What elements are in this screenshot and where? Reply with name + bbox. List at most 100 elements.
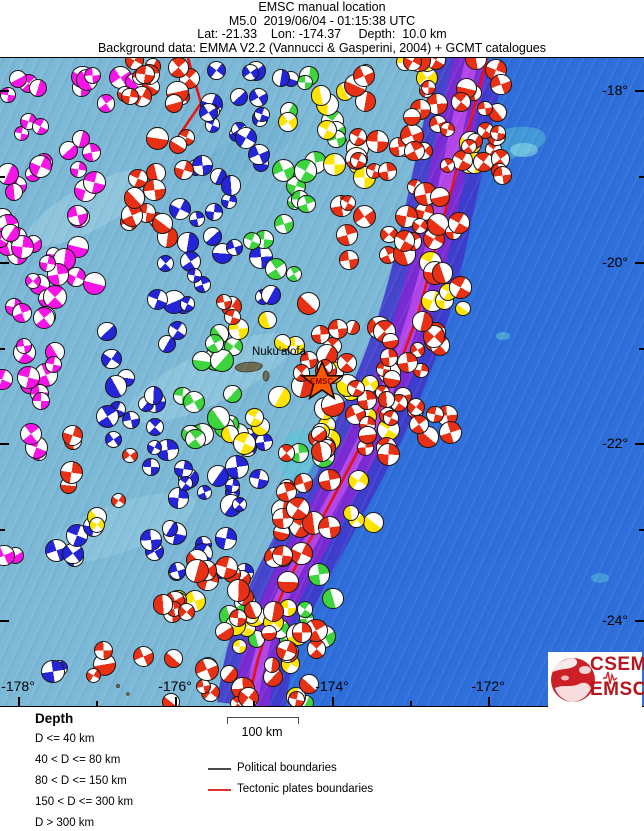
focal-mechanism-symbol (347, 379, 365, 397)
focal-mechanism-symbol (203, 227, 222, 246)
focal-mechanism-symbol (261, 624, 278, 642)
focal-mechanism-symbol (157, 255, 175, 273)
focal-mechanism-symbol (244, 601, 262, 619)
focal-mechanism-symbol (429, 186, 451, 208)
axis-tick (0, 90, 9, 92)
focal-mechanism-symbol (337, 353, 357, 373)
focal-mechanism-symbol (216, 293, 233, 310)
focal-mechanism-symbol (110, 492, 126, 508)
axis-tick (0, 262, 9, 264)
focal-mechanism-symbol (24, 272, 41, 289)
legend-depth-item: 80 < D <= 150 km (35, 775, 127, 787)
focal-mechanism-symbol (298, 673, 319, 694)
focal-mechanism-symbol (12, 303, 32, 323)
focal-mechanism-symbol (448, 212, 470, 234)
focal-mechanism-symbol (412, 218, 429, 235)
epicenter-star (298, 359, 346, 410)
focal-mechanism-symbol (382, 369, 401, 388)
focal-mechanism-symbol (124, 58, 144, 70)
focal-mechanism-symbol (403, 58, 422, 71)
focal-mechanism-symbol (101, 349, 122, 370)
focal-mechanism-symbol (273, 214, 294, 234)
focal-mechanism-symbol (132, 646, 155, 668)
focal-mechanism-symbol (152, 593, 174, 615)
focal-mechanism-symbol (248, 468, 270, 489)
focal-mechanism-symbol (278, 111, 299, 133)
focal-mechanism-symbol (210, 348, 235, 373)
focal-mechanism-symbol (439, 420, 463, 445)
place-label-nukualofa: Nuku'alofa (252, 346, 306, 358)
focal-mechanism-symbol (291, 622, 313, 643)
legend-depth-title: Depth (35, 711, 74, 726)
focal-mechanism-symbol (234, 127, 257, 150)
focal-mechanism-symbol (168, 197, 192, 221)
focal-mechanism-symbol (354, 90, 377, 113)
focal-mechanism-symbol (431, 262, 454, 284)
focal-mechanism-symbol (393, 230, 416, 253)
focal-mechanism-symbol (161, 520, 179, 537)
focal-mechanism-symbol (15, 337, 33, 355)
legend-depth-item: 150 < D <= 300 km (35, 796, 134, 808)
axis-tick (635, 262, 644, 264)
focal-mechanism-symbol (169, 135, 188, 154)
focal-mechanism-symbol (287, 690, 305, 706)
focal-mechanism-symbol (215, 555, 239, 579)
focal-mechanism-symbol (9, 70, 28, 89)
longitude-label: -174° (315, 678, 349, 694)
focal-mechanism-symbol (310, 425, 328, 443)
legend-depth-item: D > 300 km (35, 817, 95, 829)
focal-mechanism-symbol (421, 80, 437, 96)
focal-mechanism-symbol (188, 211, 205, 228)
focal-mechanism-symbol (162, 693, 181, 706)
focal-mechanism-symbol (147, 288, 169, 311)
focal-mechanism-symbol (297, 194, 316, 213)
focal-mechanism-symbol (439, 121, 456, 138)
focal-mechanism-symbol (122, 447, 139, 464)
focal-mechanism-symbol (95, 405, 119, 429)
focal-mechanism-symbol (449, 276, 472, 299)
focal-mechanism-symbol (178, 476, 194, 491)
focal-mechanism-symbol (238, 687, 259, 706)
focal-mechanism-symbol (225, 239, 243, 256)
focal-mechanism-symbol (152, 213, 173, 234)
focal-mechanism-symbol (248, 87, 268, 107)
focal-mechanism-symbol (143, 178, 166, 202)
focal-mechanism-symbol (296, 292, 320, 316)
axis-tick (175, 697, 177, 706)
seismogram-squiggle-icon (603, 671, 618, 685)
focal-mechanism-symbol (1, 223, 20, 243)
focal-mechanism-symbol (224, 308, 242, 326)
scale-bar-label: 100 km (241, 725, 283, 739)
focal-mechanism-symbol (404, 140, 426, 162)
focal-mechanism-symbol (182, 390, 206, 414)
focal-mechanism-symbol (365, 129, 390, 153)
focal-mechanism-symbol (168, 58, 190, 79)
focal-mechanism-symbol (426, 405, 444, 424)
axis-tick (635, 90, 644, 92)
focal-mechanism-symbol (317, 516, 341, 540)
focal-mechanism-symbol (411, 310, 434, 332)
header-title: EMSC manual location (258, 0, 386, 14)
focal-mechanism-symbol (164, 94, 183, 113)
axis-tick (0, 620, 9, 622)
focal-mechanism-symbol (178, 603, 196, 621)
focal-mechanism-symbol (104, 375, 128, 399)
focal-mechanism-symbol (263, 656, 280, 674)
focal-mechanism-symbol (248, 143, 270, 166)
axis-tick (635, 443, 644, 445)
axis-tick (639, 529, 644, 531)
axis-tick (0, 529, 5, 531)
focal-mechanism-symbol (402, 107, 421, 126)
axis-tick (639, 348, 644, 350)
emsc-globe-icon (551, 658, 595, 702)
focal-mechanism-symbol (377, 442, 401, 466)
focal-mechanism-symbol (353, 65, 376, 88)
focal-mechanism-symbol (352, 205, 376, 229)
focal-mechanism-symbol (96, 94, 116, 113)
focal-mechanism-symbol (274, 334, 291, 351)
header-coordinates: Lat: -21.33 Lon: -174.37 Depth: 10.0 km (197, 27, 447, 41)
longitude-label: -178° (1, 678, 35, 694)
focal-mechanism-symbol (231, 497, 247, 513)
focal-mechanism-symbol (168, 562, 186, 580)
focal-mechanism-symbol (219, 664, 239, 684)
